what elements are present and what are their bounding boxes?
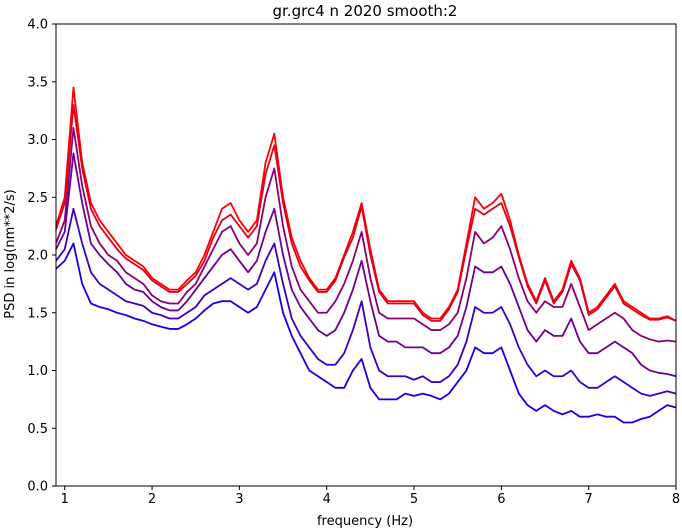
y-tick-label: 0.0 (27, 480, 48, 495)
y-axis-label: PSD in log(nm**2/s) (3, 189, 18, 319)
y-tick-label: 3.5 (27, 75, 48, 90)
y-tick-label: 3.0 (27, 133, 48, 148)
y-tick-label: 1.5 (27, 306, 48, 321)
y-tick-label: 4.0 (27, 18, 48, 33)
x-tick-label: 3 (235, 492, 243, 507)
x-axis-label: frequency (Hz) (317, 514, 413, 529)
y-tick-label: 0.5 (27, 422, 48, 437)
x-tick-label: 6 (497, 492, 505, 507)
x-tick-label: 4 (323, 492, 331, 507)
series-line-5 (55, 207, 677, 397)
series-line-3 (55, 127, 677, 343)
series-line-2 (55, 103, 677, 322)
series-line-4 (55, 152, 677, 378)
series-line-6 (55, 242, 677, 424)
y-tick-label: 2.5 (27, 191, 48, 206)
x-tick-label: 2 (148, 492, 156, 507)
x-tick-label: 8 (672, 492, 680, 507)
axes-layer: 1 2 3 4 5 6 7 8 0.0 0.5 1.0 1.5 2.0 2.5 3.0 3.5 4.0 (27, 18, 680, 508)
series-layer (55, 86, 677, 424)
x-tick-label: 7 (585, 492, 593, 507)
x-tick-label: 1 (61, 492, 69, 507)
chart-title: gr.grc4 n 2020 smooth:2 (273, 2, 458, 20)
x-tick-label: 5 (410, 492, 418, 507)
y-tick-label: 1.0 (27, 364, 48, 379)
y-tick-label: 2.0 (27, 249, 48, 264)
